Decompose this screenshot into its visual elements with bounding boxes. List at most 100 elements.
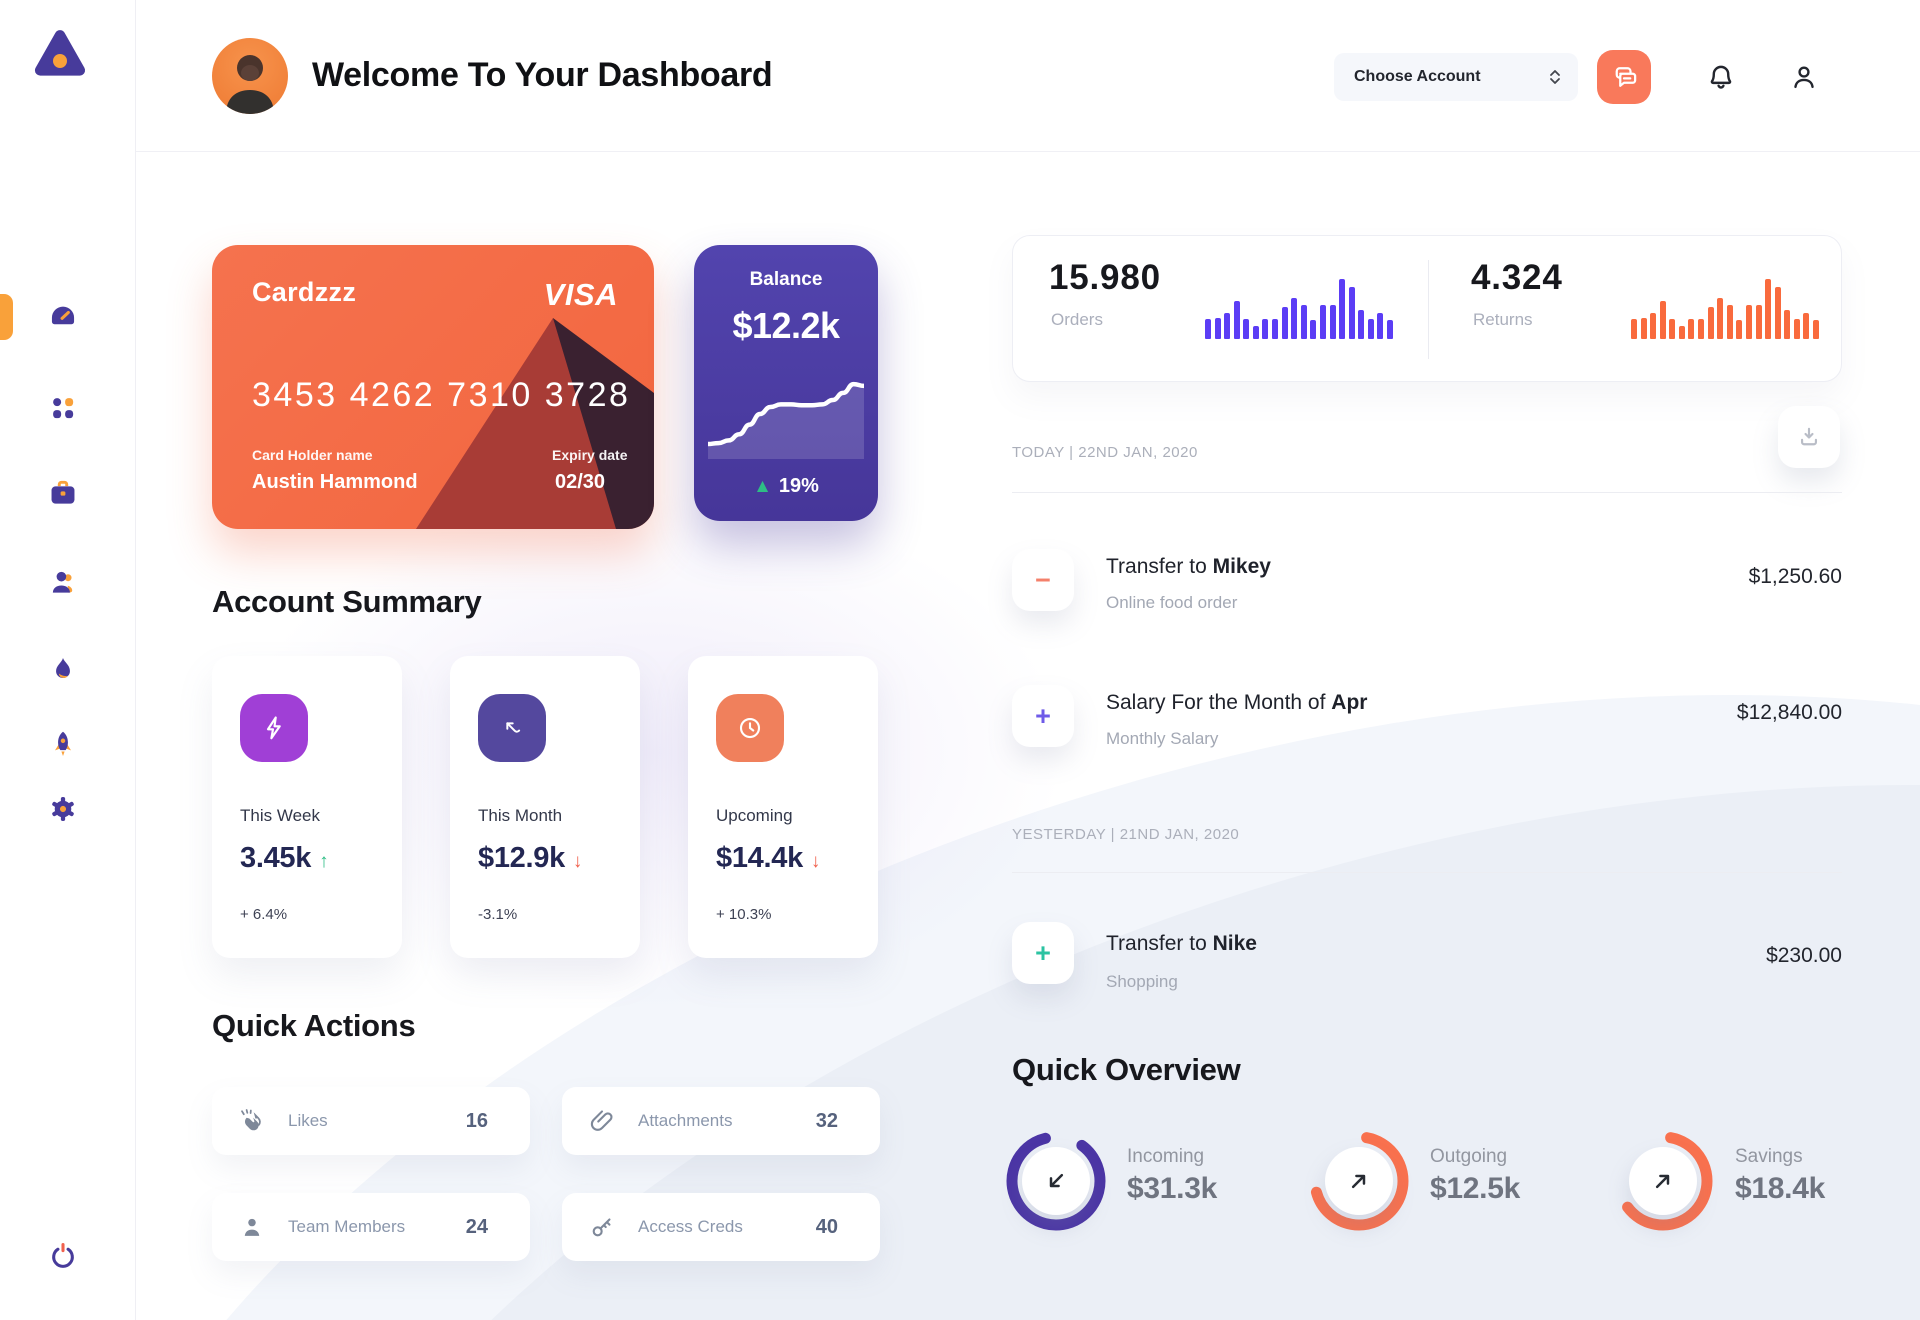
balance-change-value: 19% (778, 475, 819, 497)
sidebar-item-customers[interactable] (47, 566, 79, 598)
summary-change: -3.1% (478, 906, 518, 923)
notifications-button[interactable] (1705, 61, 1737, 93)
gauge-ring (1001, 1126, 1111, 1241)
sidebar-item-logout[interactable] (47, 1240, 79, 1272)
chat-button[interactable] (1597, 50, 1651, 104)
transaction-row-mikey[interactable]: − Transfer to Mikey Online food order $1… (1012, 549, 1842, 613)
arrow-up-right-icon (1325, 1147, 1393, 1215)
plus-icon: + (1012, 922, 1074, 984)
transaction-row-salary[interactable]: + Salary For the Month of Apr Monthly Sa… (1012, 685, 1842, 749)
transaction-row-nike[interactable]: + Transfer to Nike Shopping $230.00 (1012, 922, 1842, 991)
person-outline-icon (1794, 66, 1814, 89)
active-nav-indicator (0, 294, 13, 340)
quick-action-likes[interactable]: Likes 16 (212, 1087, 530, 1155)
download-button[interactable] (1778, 406, 1840, 468)
flame-icon (56, 658, 70, 678)
quick-action-label: Likes (288, 1111, 328, 1130)
balance-value: $12.2k (732, 305, 840, 346)
arrow-up-left-icon (478, 694, 546, 762)
sidebar-item-settings[interactable] (47, 793, 79, 825)
chat-bubbles-icon (1615, 67, 1637, 87)
sidebar (0, 0, 136, 1320)
quick-action-attachments[interactable]: Attachments 32 (562, 1087, 880, 1155)
quick-action-count: 40 (815, 1215, 838, 1238)
account-select-label: Choose Account (1354, 68, 1481, 85)
clap-icon (241, 1109, 261, 1131)
card-expiry-label: Expiry date (552, 447, 628, 463)
summary-card-this-month: This Month $12.9k ↓ -3.1% (450, 656, 640, 958)
quick-action-label: Access Creds (638, 1217, 743, 1236)
card-holder-name: Austin Hammond (252, 471, 418, 493)
returns-bar-chart (1631, 278, 1819, 339)
credit-card: Cardzzz VISA 3453 4262 7310 3728 Card Ho… (212, 245, 654, 529)
balance-change: ▲ 19% (694, 475, 878, 498)
paperclip-icon (590, 1110, 613, 1131)
up-arrow-icon: ▲ (753, 476, 772, 497)
summary-card-upcoming: Upcoming $14.4k ↓ + 10.3% (688, 656, 878, 958)
dashboard-gauge-icon (51, 306, 75, 325)
quick-action-count: 32 (815, 1109, 838, 1132)
summary-value: $14.4k ↓ (716, 842, 821, 874)
sidebar-item-launch[interactable] (47, 728, 79, 760)
card-holder-label: Card Holder name (252, 447, 373, 463)
balance-card: Balance $12.2k ▲ 19% (694, 245, 878, 521)
trend-down-icon: ↓ (572, 851, 583, 872)
quick-action-team-members[interactable]: Team Members 24 (212, 1193, 530, 1261)
summary-change: + 10.3% (716, 906, 772, 923)
sidebar-item-portfolio[interactable] (47, 477, 79, 509)
gear-icon (52, 797, 74, 821)
incoming-label: Incoming (1127, 1146, 1205, 1167)
card-number: 3453 4262 7310 3728 (252, 376, 631, 414)
stats-divider (1428, 260, 1429, 359)
avatar[interactable] (212, 38, 288, 114)
transaction-subtitle: Monthly Salary (1106, 729, 1219, 748)
arrow-up-right-icon (1629, 1147, 1697, 1215)
account-summary-title: Account Summary (212, 584, 482, 619)
power-icon (52, 1243, 74, 1268)
download-icon (1800, 427, 1818, 446)
person-icon (244, 1218, 260, 1236)
quick-action-access-creds[interactable]: Access Creds 40 (562, 1193, 880, 1261)
transactions-date-today: TODAY | 22ND JAN, 2020 (1012, 444, 1198, 461)
quick-overview-title: Quick Overview (1012, 1052, 1241, 1087)
minus-icon: − (1012, 549, 1074, 611)
clock-icon (716, 694, 784, 762)
profile-button[interactable] (1788, 61, 1820, 93)
page-title: Welcome To Your Dashboard (312, 56, 773, 94)
summary-value: 3.45k ↑ (240, 842, 329, 874)
bolt-icon (240, 694, 308, 762)
transaction-subtitle: Online food order (1106, 593, 1238, 612)
summary-value: $12.9k ↓ (478, 842, 583, 874)
card-pyramid-decor (416, 318, 654, 529)
user-icon (52, 571, 73, 593)
trend-down-icon: ↓ (810, 851, 821, 872)
gauge-ring (1304, 1126, 1414, 1241)
balance-sparkline-chart (705, 373, 867, 459)
orders-label: Orders (1051, 310, 1103, 329)
app-logo (32, 26, 88, 82)
outgoing-gauge (1304, 1126, 1414, 1236)
returns-label: Returns (1473, 310, 1533, 329)
rocket-icon (55, 731, 71, 756)
quick-actions-title: Quick Actions (212, 1008, 416, 1043)
summary-card-this-week: This Week 3.45k ↑ + 6.4% (212, 656, 402, 958)
gauge-ring (1608, 1126, 1718, 1241)
account-select[interactable]: Choose Account (1334, 53, 1578, 101)
transactions-date-yesterday: YESTERDAY | 21ND JAN, 2020 (1012, 826, 1240, 843)
transaction-amount: $230.00 (1766, 944, 1842, 967)
sidebar-item-dashboard[interactable] (47, 301, 79, 333)
quick-action-count: 16 (465, 1109, 488, 1132)
bell-icon (1710, 65, 1732, 89)
outgoing-label: Outgoing (1430, 1146, 1508, 1167)
balance-label: Balance (749, 269, 823, 290)
sidebar-item-apps[interactable] (47, 392, 79, 424)
header: Welcome To Your Dashboard Choose Account (136, 0, 1920, 152)
avatar-portrait (226, 55, 274, 114)
transaction-title: Transfer to Mikey (1106, 555, 1271, 578)
quick-action-label: Attachments (638, 1111, 733, 1130)
outgoing-value: $12.5k (1430, 1172, 1520, 1205)
trend-up-icon: ↑ (319, 851, 329, 872)
sidebar-item-trending[interactable] (47, 654, 79, 686)
transaction-amount: $1,250.60 (1748, 565, 1842, 588)
